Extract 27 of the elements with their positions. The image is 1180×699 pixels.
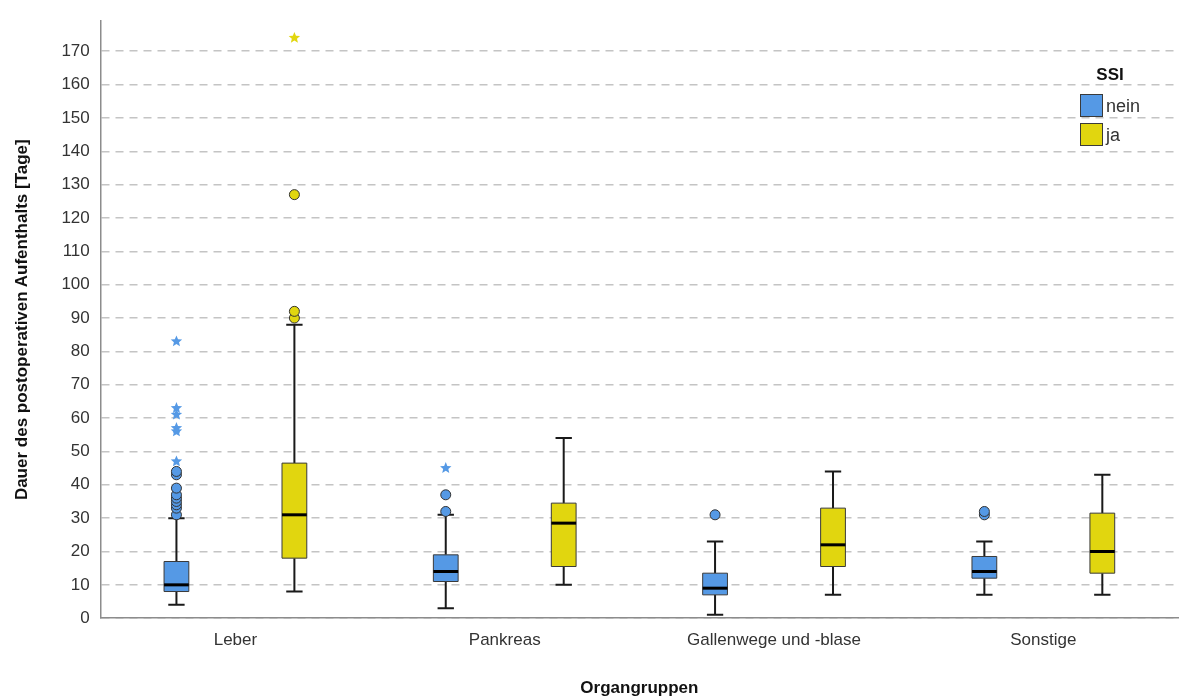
y-tick-label: 100 <box>61 274 90 294</box>
x-tick-label: Pankreas <box>468 630 541 650</box>
y-tick-label: 80 <box>70 341 90 361</box>
y-tick-label: 120 <box>61 207 90 227</box>
x-tick-label: Sonstige <box>1010 630 1077 650</box>
y-tick-label: 70 <box>70 374 90 394</box>
y-tick-label: 50 <box>70 441 90 461</box>
y-tick-label: 60 <box>70 407 90 427</box>
y-axis-title: Dauer des postoperativen Aufenthalts [Tage] <box>11 139 31 501</box>
y-tick-label: 160 <box>61 74 90 94</box>
legend-title: SSI <box>1095 65 1125 86</box>
x-axis-title: Organgruppen <box>580 678 699 698</box>
legend-label: nein <box>1106 95 1141 116</box>
y-tick-label: 150 <box>61 107 90 127</box>
y-tick-label: 20 <box>70 541 90 561</box>
x-tick-label: Gallenwege und -blase <box>687 630 861 650</box>
y-tick-label: 30 <box>70 507 90 527</box>
y-tick-label: 170 <box>61 40 90 60</box>
y-tick-label: 40 <box>70 474 90 494</box>
y-tick-label: 10 <box>70 574 90 594</box>
y-tick-label: 110 <box>62 241 90 261</box>
legend-label: ja <box>1106 124 1121 145</box>
y-tick-label: 130 <box>61 174 90 194</box>
y-tick-label: 140 <box>61 140 90 160</box>
y-tick-label: 90 <box>70 307 90 327</box>
y-tick-label: 0 <box>80 607 90 627</box>
x-tick-label: Leber <box>213 630 258 650</box>
